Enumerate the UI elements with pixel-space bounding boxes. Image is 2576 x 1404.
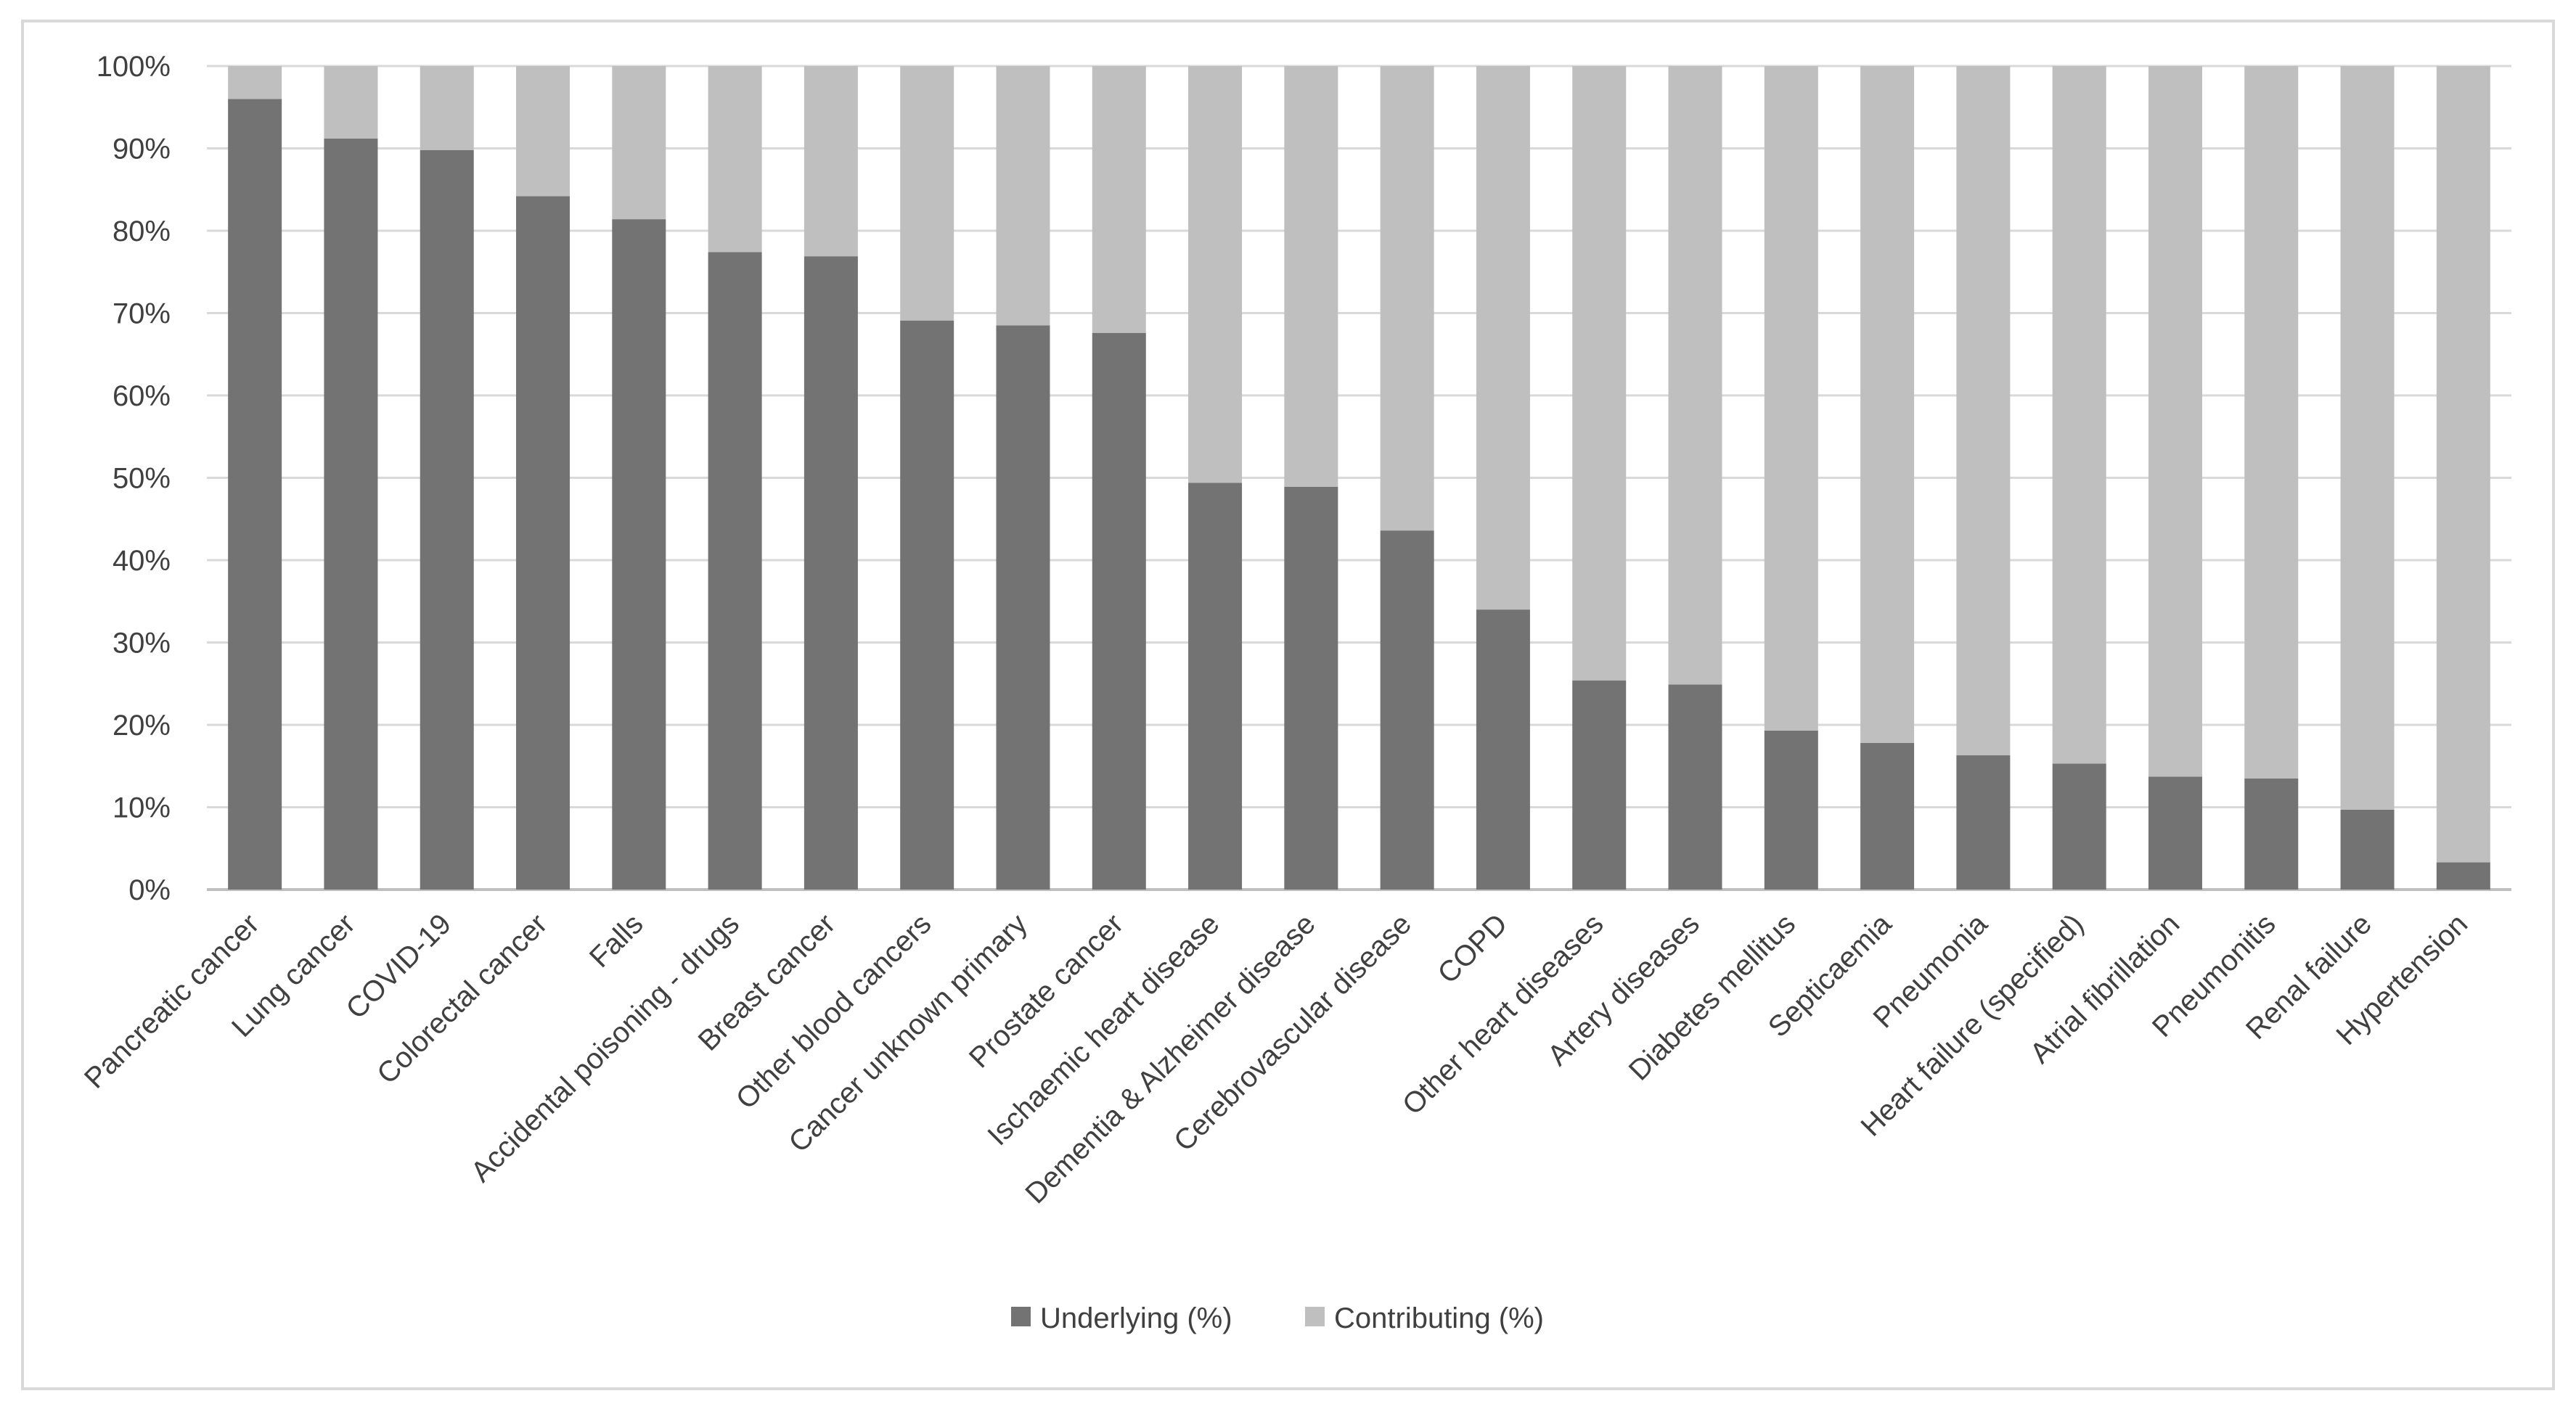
bar-underlying [708,252,762,890]
x-category-label: Colorectal cancer [371,908,553,1090]
bar-underlying [1860,742,1915,890]
bar-underlying [2244,778,2299,890]
legend-swatch [1011,1307,1031,1326]
bar-contributing [1956,66,2011,755]
bar-underlying [1380,530,1434,890]
bar-contributing [804,66,858,257]
legend: Underlying (%) Contributing (%) [1011,1302,1544,1334]
bar-underlying [1476,609,1530,890]
bar-contributing [1092,66,1146,333]
bar-contributing [324,66,378,139]
y-tick-label: 40% [113,545,171,577]
bar-contributing [420,66,474,150]
x-category-label: Diabetes mellitus [1623,908,1802,1086]
bar-contributing [1572,66,1627,681]
bar-underlying [2436,862,2490,890]
bar-underlying [1956,755,2011,890]
bar-contributing [1188,66,1243,483]
bar-underlying [1764,730,1818,890]
bar-contributing [2436,66,2490,863]
bar-underlying [2340,809,2395,890]
legend-swatch [1305,1307,1325,1326]
y-axis-ticks: 0% 10% 20% 30% 40% 50% 60% 70% 80% 90% 100% [97,51,171,906]
bar-underlying [1092,332,1146,890]
bar-underlying [804,256,858,890]
legend-label: Contributing (%) [1334,1302,1544,1334]
bar-contributing [1380,66,1434,531]
bar-contributing [612,66,666,220]
x-category-label: Pancreatic cancer [78,908,265,1094]
legend-label: Underlying (%) [1040,1302,1232,1334]
bar-contributing [228,66,282,99]
bar-underlying [516,196,571,890]
gridlines [207,65,2511,891]
bar-underlying [2148,776,2202,890]
bar-contributing [2052,66,2106,764]
bar-underlying [228,99,282,890]
bar-underlying [900,320,954,890]
bar-contributing [996,66,1050,326]
bar-underlying [996,325,1050,890]
bar-contributing [2340,66,2395,810]
y-tick-label: 90% [113,134,171,165]
y-tick-label: 60% [113,380,171,412]
bar-contributing [516,66,571,197]
bar-contributing [708,66,762,253]
bar-contributing [1764,66,1818,731]
y-tick-label: 0% [128,874,171,906]
y-tick-label: 100% [97,51,171,83]
bar-contributing [900,66,954,321]
bar-contributing [2244,66,2299,779]
bar-contributing [1476,66,1530,610]
y-tick-label: 70% [113,298,171,330]
bars [228,66,2490,890]
bar-underlying [612,219,666,890]
y-tick-label: 80% [113,215,171,247]
y-tick-label: 10% [113,792,171,824]
bar-underlying [1572,680,1627,890]
bar-contributing [2148,66,2202,777]
bar-underlying [1188,483,1243,890]
bar-underlying [1668,684,1722,890]
bar-underlying [1284,486,1338,890]
x-category-label: Falls [584,908,650,974]
bar-underlying [420,149,474,890]
bar-underlying [2052,763,2106,890]
bar-contributing [1668,66,1722,685]
bar-contributing [1860,66,1915,743]
y-tick-label: 20% [113,710,171,742]
x-category-label: COPD [1431,908,1513,990]
y-tick-label: 30% [113,628,171,660]
bar-underlying [324,138,378,890]
bar-contributing [1284,66,1338,487]
y-tick-label: 50% [113,463,171,495]
